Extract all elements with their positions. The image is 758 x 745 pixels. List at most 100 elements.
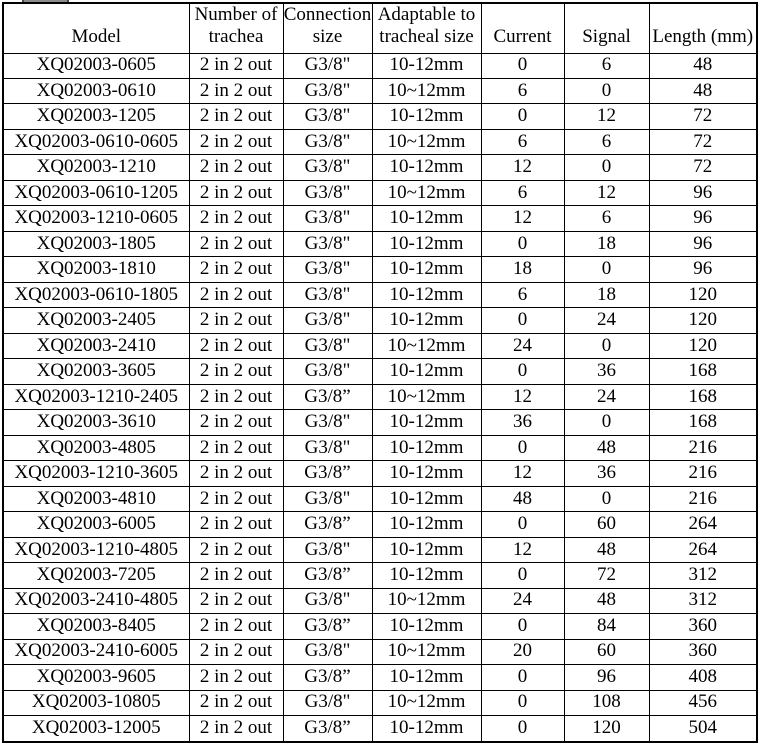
table-row: XQ02003-3610 2 in 2 out G3/8" 10-12mm 36 0 168 [2,409,758,436]
cell-connection: G3/8” [282,562,373,589]
cell-current: 6 [480,281,565,309]
table-row: XQ02003-1210-0605 2 in 2 out G3/8" 10-12mm 1… [2,205,758,232]
cell-model: XQ02003-1205 [2,103,190,130]
cell-current: 12 [480,383,565,411]
cell-length: 360 [648,638,758,666]
cell-trachea: 2 in 2 out [188,434,284,462]
cell-adaptable: 10-12mm [371,664,482,691]
cell-signal: 36 [563,358,650,385]
cell-model: XQ02003-1210-0605 [2,205,190,232]
cell-model: XQ02003-2410-6005 [2,638,190,666]
cell-trachea: 2 in 2 out [188,613,284,640]
cell-trachea: 2 in 2 out [188,307,284,334]
column-header-connection: Connection size [282,2,373,54]
cell-current: 6 [480,77,565,105]
cell-connection: G3/8" [282,77,373,105]
table-row: XQ02003-10805 2 in 2 out G3/8" 10~12mm 0 108 4… [2,689,758,717]
cell-connection: G3/8" [282,638,373,666]
cell-current: 0 [480,715,565,743]
cell-adaptable: 10~12mm [371,332,482,360]
cell-length: 120 [648,307,758,334]
cell-length: 312 [648,562,758,589]
cell-current: 0 [480,103,565,130]
cell-signal: 72 [563,562,650,589]
cell-model: XQ02003-6005 [2,511,190,538]
cell-signal: 60 [563,511,650,538]
cell-model: XQ02003-8405 [2,613,190,640]
cell-adaptable: 10-12mm [371,485,482,513]
cell-signal: 60 [563,638,650,666]
cell-adaptable: 10-12mm [371,103,482,130]
cell-trachea: 2 in 2 out [188,715,284,743]
cell-signal: 18 [563,281,650,309]
cell-connection: G3/8" [282,128,373,156]
cell-length: 456 [648,689,758,717]
cell-length: 168 [648,383,758,411]
cell-connection: G3/8" [282,307,373,334]
cell-trachea: 2 in 2 out [188,689,284,717]
table-row: XQ02003-0610-1805 2 in 2 out G3/8" 10-12mm 6… [2,281,758,309]
table-row: XQ02003-6005 2 in 2 out G3/8” 10-12mm 0 60 264 [2,511,758,538]
column-header-current: Current [480,2,565,54]
cell-signal: 36 [563,460,650,487]
table-row: XQ02003-0605 2 in 2 out G3/8" 10-12mm 0 6 48 [2,52,758,79]
cell-current: 6 [480,179,565,207]
cell-connection: G3/8" [282,587,373,615]
cell-current: 12 [480,154,565,181]
cell-length: 168 [648,358,758,385]
cell-trachea: 2 in 2 out [188,358,284,385]
header-row: Model Number of trachea Connection size Adapt… [2,2,758,54]
cell-adaptable: 10~12mm [371,638,482,666]
cell-connection: G3/8” [282,715,373,743]
cell-current: 0 [480,511,565,538]
cell-adaptable: 10~12mm [371,689,482,717]
table-row: XQ02003-1210-2405 2 in 2 out G3/8” 10~12mm 1… [2,383,758,411]
cell-length: 504 [648,715,758,743]
cell-trachea: 2 in 2 out [188,281,284,309]
table-row: XQ02003-9605 2 in 2 out G3/8” 10-12mm 0 96 408 [2,664,758,691]
cell-signal: 12 [563,179,650,207]
column-header-trachea: Number of trachea [188,2,284,54]
cell-trachea: 2 in 2 out [188,638,284,666]
column-header-length: Length (mm) [648,2,758,54]
cell-current: 0 [480,358,565,385]
cell-connection: G3/8” [282,664,373,691]
table-row: XQ02003-2405 2 in 2 out G3/8" 10-12mm 0 24 120 [2,307,758,334]
table-row: XQ02003-2410 2 in 2 out G3/8" 10~12mm 24 0 120 [2,332,758,360]
cell-adaptable: 10-12mm [371,52,482,79]
cell-trachea: 2 in 2 out [188,77,284,105]
cell-model: XQ02003-2410 [2,332,190,360]
cell-current: 0 [480,613,565,640]
cell-model: XQ02003-4805 [2,434,190,462]
cell-current: 0 [480,52,565,79]
cell-length: 312 [648,587,758,615]
cell-connection: G3/8" [282,434,373,462]
cell-current: 18 [480,256,565,283]
cell-adaptable: 10-12mm [371,281,482,309]
cell-length: 216 [648,485,758,513]
table-row: XQ02003-1810 2 in 2 out G3/8" 10-12mm 18 0 96 [2,256,758,283]
cell-connection: G3/8" [282,256,373,283]
cell-signal: 24 [563,383,650,411]
cell-connection: G3/8" [282,358,373,385]
cell-current: 0 [480,562,565,589]
table-row: XQ02003-1205 2 in 2 out G3/8" 10-12mm 0 12 72 [2,103,758,130]
cell-signal: 24 [563,307,650,334]
cell-length: 216 [648,460,758,487]
cell-connection: G3/8" [282,281,373,309]
cell-current: 12 [480,205,565,232]
cell-signal: 12 [563,103,650,130]
cell-trachea: 2 in 2 out [188,230,284,258]
cell-model: XQ02003-0610-1205 [2,179,190,207]
cell-length: 96 [648,256,758,283]
cell-signal: 84 [563,613,650,640]
table-row: XQ02003-1210-3605 2 in 2 out G3/8” 10-12mm 1… [2,460,758,487]
cell-signal: 0 [563,77,650,105]
table-row: XQ02003-2410-4805 2 in 2 out G3/8" 10~12mm 2… [2,587,758,615]
cell-signal: 48 [563,434,650,462]
cell-model: XQ02003-1210-3605 [2,460,190,487]
cell-trachea: 2 in 2 out [188,536,284,564]
cell-signal: 0 [563,409,650,436]
cell-signal: 0 [563,256,650,283]
cell-trachea: 2 in 2 out [188,256,284,283]
